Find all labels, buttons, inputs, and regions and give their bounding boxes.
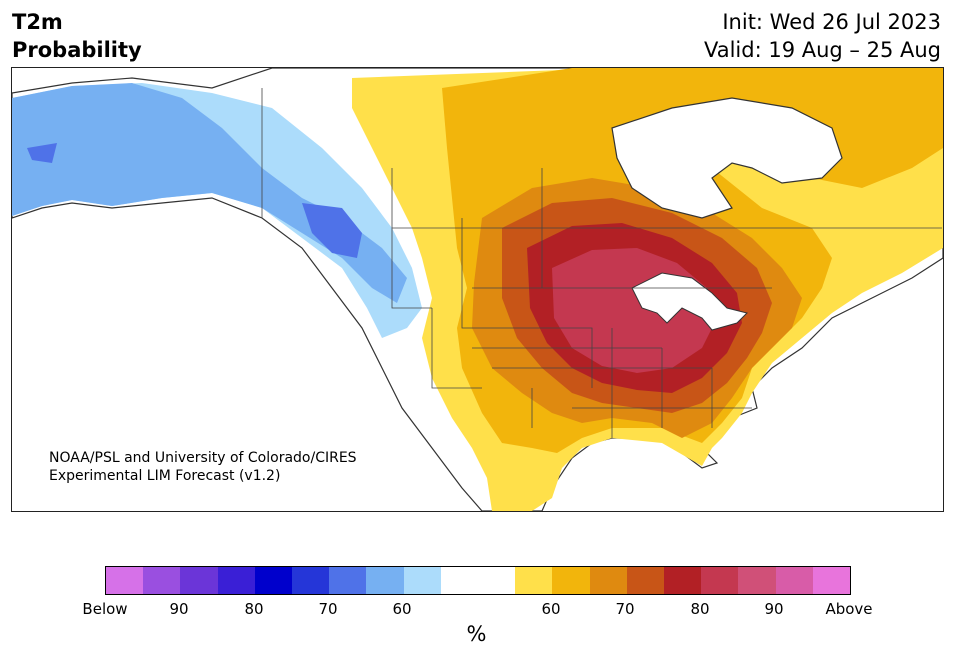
map-canvas: [12, 68, 943, 511]
borders: [261, 88, 942, 438]
tick-above-60: 60: [541, 600, 561, 618]
valid-range: Valid: 19 Aug – 25 Aug: [703, 38, 941, 62]
map-title: T2m Probability: [12, 8, 142, 64]
init-date: Init: Wed 26 Jul 2023: [722, 10, 941, 34]
colorbar-swatch: [664, 567, 702, 594]
tick-below-70: 70: [318, 600, 338, 618]
colorbar-swatch: [589, 567, 627, 594]
colorbar: [105, 566, 851, 595]
zone-below-mid: [12, 83, 407, 303]
colorbar-ticks: Below 90 80 70 60 60 70 80 90 Above: [0, 600, 953, 620]
colorbar-swatch: [478, 567, 516, 594]
colorbar-swatch: [106, 567, 144, 594]
colorbar-swatch: [775, 567, 813, 594]
tick-above: Above: [825, 600, 873, 618]
tick-above-80: 80: [690, 600, 710, 618]
tick-below-90: 90: [169, 600, 189, 618]
colorbar-swatch: [552, 567, 590, 594]
colorbar-swatch: [812, 567, 851, 594]
title-variable: T2m: [12, 10, 63, 34]
great-lakes: [631, 272, 748, 331]
tick-below: Below: [82, 600, 128, 618]
data-credit: NOAA/PSL and University of Colorado/CIRE…: [49, 449, 357, 485]
tick-below-60: 60: [392, 600, 412, 618]
colorbar-swatch: [180, 567, 218, 594]
colorbar-swatch: [440, 567, 479, 594]
tick-above-90: 90: [764, 600, 784, 618]
colorbar-swatch: [217, 567, 255, 594]
colorbar-swatch: [292, 567, 330, 594]
colorbar-swatch: [254, 567, 293, 594]
colorbar-unit: %: [466, 622, 487, 646]
title-type: Probability: [12, 38, 142, 62]
colorbar-swatch: [329, 567, 367, 594]
colorbar-swatch: [701, 567, 739, 594]
credit-product: Experimental LIM Forecast (v1.2): [49, 468, 281, 484]
colorbar-swatch: [366, 567, 404, 594]
hudson-bay: [611, 97, 843, 219]
tick-above-70: 70: [615, 600, 635, 618]
colorbar-swatch: [626, 567, 665, 594]
probability-map: [11, 67, 944, 512]
colorbar-swatch: [143, 567, 181, 594]
colorbar-swatch: [515, 567, 553, 594]
colorbar-swatch: [403, 567, 441, 594]
tick-below-80: 80: [244, 600, 264, 618]
colorbar-swatch: [738, 567, 776, 594]
zone-below-far: [27, 143, 362, 258]
credit-org: NOAA/PSL and University of Colorado/CIRE…: [49, 450, 357, 466]
forecast-dates: Init: Wed 26 Jul 2023 Valid: 19 Aug – 25…: [704, 8, 941, 64]
